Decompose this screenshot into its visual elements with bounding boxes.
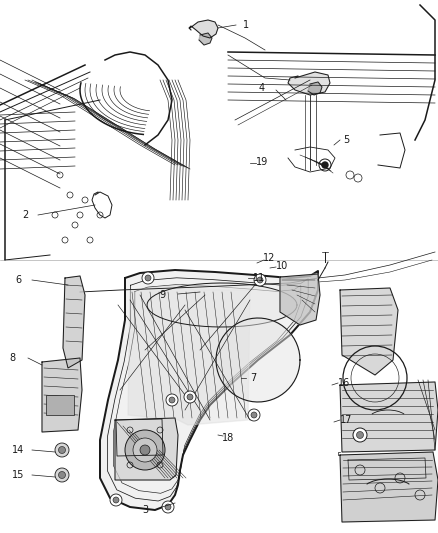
Circle shape (169, 397, 175, 403)
Circle shape (59, 447, 66, 454)
Text: 7: 7 (250, 373, 256, 383)
Circle shape (353, 428, 367, 442)
Text: 15: 15 (12, 470, 24, 480)
Circle shape (248, 409, 260, 421)
Circle shape (162, 501, 174, 513)
Text: 2: 2 (22, 210, 28, 220)
Text: 11: 11 (253, 273, 265, 283)
Polygon shape (115, 418, 178, 480)
Circle shape (113, 497, 119, 503)
FancyBboxPatch shape (46, 395, 74, 415)
Text: 1: 1 (243, 20, 249, 30)
Text: 9: 9 (159, 290, 165, 300)
Polygon shape (63, 276, 85, 368)
Polygon shape (340, 452, 438, 522)
Text: 5: 5 (343, 135, 349, 145)
Text: 14: 14 (12, 445, 24, 455)
Text: 10: 10 (276, 261, 288, 271)
Text: 6: 6 (15, 275, 21, 285)
Text: 17: 17 (340, 415, 352, 425)
Polygon shape (288, 72, 330, 95)
Circle shape (55, 468, 69, 482)
Text: 4: 4 (259, 83, 265, 93)
Circle shape (187, 394, 193, 400)
Polygon shape (147, 283, 297, 327)
Polygon shape (100, 270, 318, 510)
Circle shape (110, 494, 122, 506)
Polygon shape (280, 274, 320, 325)
Circle shape (165, 504, 171, 510)
Circle shape (145, 275, 151, 281)
Polygon shape (42, 358, 82, 432)
Circle shape (257, 277, 263, 283)
Circle shape (59, 472, 66, 479)
Circle shape (251, 412, 257, 418)
Text: 18: 18 (222, 433, 234, 443)
Circle shape (166, 394, 178, 406)
Text: 16: 16 (338, 378, 350, 388)
Circle shape (55, 443, 69, 457)
Text: 3: 3 (142, 505, 148, 515)
Circle shape (322, 162, 328, 168)
Polygon shape (216, 318, 300, 402)
Circle shape (140, 445, 150, 455)
Circle shape (142, 272, 154, 284)
Text: 19: 19 (256, 157, 268, 167)
Circle shape (254, 274, 266, 286)
Polygon shape (128, 285, 250, 425)
Circle shape (133, 438, 157, 462)
Text: 8: 8 (9, 353, 15, 363)
Text: 12: 12 (263, 253, 275, 263)
Circle shape (125, 430, 165, 470)
Polygon shape (189, 20, 218, 38)
Circle shape (357, 432, 364, 439)
Polygon shape (340, 288, 398, 375)
Polygon shape (340, 382, 438, 452)
Polygon shape (199, 33, 212, 45)
Polygon shape (308, 82, 322, 95)
Circle shape (184, 391, 196, 403)
